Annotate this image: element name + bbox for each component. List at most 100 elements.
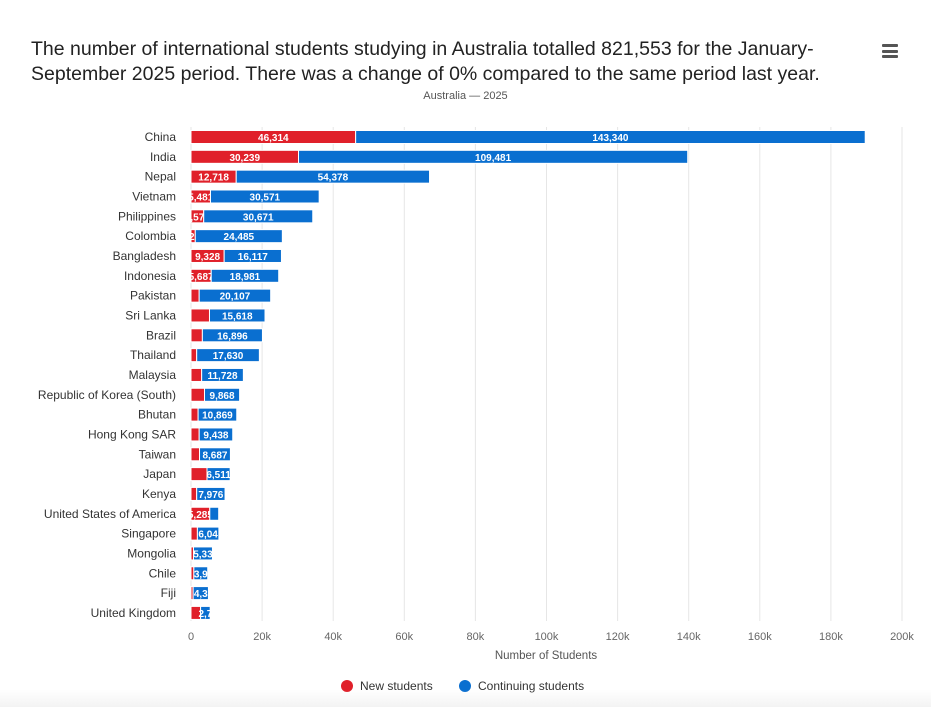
- bar-continuing-students[interactable]: [204, 387, 241, 402]
- bar-continuing-students[interactable]: [208, 308, 266, 323]
- data-label: 20,107: [220, 292, 251, 303]
- bar-continuing-students[interactable]: [206, 467, 231, 482]
- chart-subtitle: Australia — 2025: [423, 90, 508, 102]
- bar-continuing-students[interactable]: [197, 407, 238, 422]
- legend-marker-new: [341, 680, 353, 692]
- bar-continuing-students[interactable]: [199, 447, 231, 462]
- legend-marker-continuing: [459, 680, 471, 692]
- category-label: Bhutan: [138, 408, 176, 422]
- bar-continuing-students[interactable]: [209, 506, 220, 521]
- data-label: 9,328: [195, 252, 220, 263]
- bar-continuing-students[interactable]: [194, 229, 283, 244]
- x-tick-label: 120k: [606, 631, 630, 643]
- category-label: United States of America: [44, 507, 176, 521]
- grid-lines: [190, 127, 903, 621]
- data-label: 17,630: [213, 351, 244, 362]
- x-tick-label: 140k: [677, 631, 701, 643]
- data-label: 3,576: [185, 212, 210, 223]
- category-label: Japan: [143, 467, 176, 481]
- bar-continuing-students[interactable]: [209, 189, 320, 204]
- data-label: 2,7: [198, 609, 212, 620]
- bar-new-students[interactable]: [190, 288, 200, 303]
- bar-continuing-students[interactable]: [198, 427, 234, 442]
- data-label: 5,33: [193, 549, 213, 560]
- data-label: 8,687: [202, 450, 227, 461]
- bar-new-students[interactable]: [190, 486, 198, 501]
- bar-continuing-students[interactable]: [210, 268, 280, 283]
- data-label: 30,671: [243, 212, 274, 223]
- bar-continuing-students[interactable]: [203, 209, 314, 224]
- data-label: 16,896: [217, 331, 248, 342]
- data-label: 143,340: [592, 133, 629, 144]
- bar-new-students[interactable]: [190, 447, 201, 462]
- bar-new-students[interactable]: [190, 328, 203, 343]
- data-label: 15,618: [222, 311, 253, 322]
- bar-continuing-students[interactable]: [196, 486, 226, 501]
- x-tick-label: 180k: [819, 631, 843, 643]
- x-tick-label: 60k: [395, 631, 413, 643]
- category-label: Malaysia: [129, 368, 177, 382]
- data-label: 4,3: [194, 589, 208, 600]
- data-label: 5,285: [188, 510, 213, 521]
- data-label: 18,981: [230, 272, 261, 283]
- bar-continuing-students[interactable]: [198, 288, 272, 303]
- x-tick-label: 40k: [324, 631, 342, 643]
- bar-continuing-students[interactable]: [223, 248, 282, 263]
- category-label: India: [150, 150, 176, 164]
- data-label: 7,976: [198, 490, 223, 501]
- category-label: Thailand: [130, 348, 176, 362]
- bar-new-students[interactable]: [190, 308, 210, 323]
- bar-continuing-students[interactable]: [200, 605, 211, 620]
- data-label: 109,481: [475, 153, 512, 164]
- bar-new-students[interactable]: [190, 526, 198, 541]
- category-label: Taiwan: [139, 447, 176, 461]
- legend-label-new: New students: [360, 679, 433, 693]
- bar-continuing-students[interactable]: [196, 526, 220, 541]
- bar-continuing-students[interactable]: [196, 348, 260, 363]
- data-label: 6,04: [198, 530, 218, 541]
- category-label: Vietnam: [132, 189, 176, 203]
- x-tick-label: 160k: [748, 631, 772, 643]
- category-label: Colombia: [125, 229, 176, 243]
- bar-new-students[interactable]: [190, 407, 199, 422]
- x-tick-label: 200k: [890, 631, 914, 643]
- bar-continuing-students[interactable]: [192, 546, 213, 561]
- category-label: China: [145, 130, 177, 144]
- bar-continuing-students[interactable]: [297, 149, 689, 164]
- data-label: 30,239: [229, 153, 260, 164]
- data-label: 11,728: [207, 371, 237, 382]
- category-label: Republic of Korea (South): [38, 388, 176, 402]
- hamburger-menu-icon[interactable]: [879, 42, 901, 60]
- legend-label-continuing: Continuing students: [478, 679, 585, 693]
- category-label: Kenya: [142, 487, 176, 501]
- bar-continuing-students[interactable]: [193, 566, 209, 581]
- bar-new-students[interactable]: [190, 387, 206, 402]
- legend-item-continuing[interactable]: Continuing students: [459, 679, 584, 693]
- bar-continuing-students[interactable]: [192, 586, 209, 601]
- bar-continuing-students[interactable]: [201, 367, 244, 382]
- bar-continuing-students[interactable]: [201, 328, 263, 343]
- category-label: Fiji: [161, 586, 176, 600]
- category-label: Mongolia: [127, 546, 176, 560]
- category-label: Brazil: [146, 328, 176, 342]
- legend-item-new[interactable]: New students: [341, 679, 433, 693]
- legend: New students Continuing students: [0, 679, 931, 697]
- x-axis-title: Number of Students: [495, 650, 598, 662]
- category-label: Singapore: [121, 527, 176, 541]
- data-label: 54,378: [318, 173, 349, 184]
- bar-new-students[interactable]: [190, 427, 200, 442]
- x-tick-label: 20k: [253, 631, 271, 643]
- category-labels: China India Nepal Vietnam Philippines Colombi…: [38, 130, 176, 620]
- data-label: 5,481: [188, 192, 213, 203]
- data-label: 24,485: [224, 232, 255, 243]
- bar-new-students[interactable]: [190, 348, 198, 363]
- category-label: Nepal: [145, 170, 176, 184]
- data-label: 10,869: [202, 411, 233, 422]
- bar-continuing-students[interactable]: [355, 130, 866, 144]
- category-label: Bangladesh: [113, 249, 176, 263]
- bar-new-students[interactable]: [190, 367, 203, 382]
- category-label: Sri Lanka: [125, 308, 176, 322]
- bar-new-students[interactable]: [190, 467, 208, 482]
- bar-continuing-students[interactable]: [235, 169, 431, 184]
